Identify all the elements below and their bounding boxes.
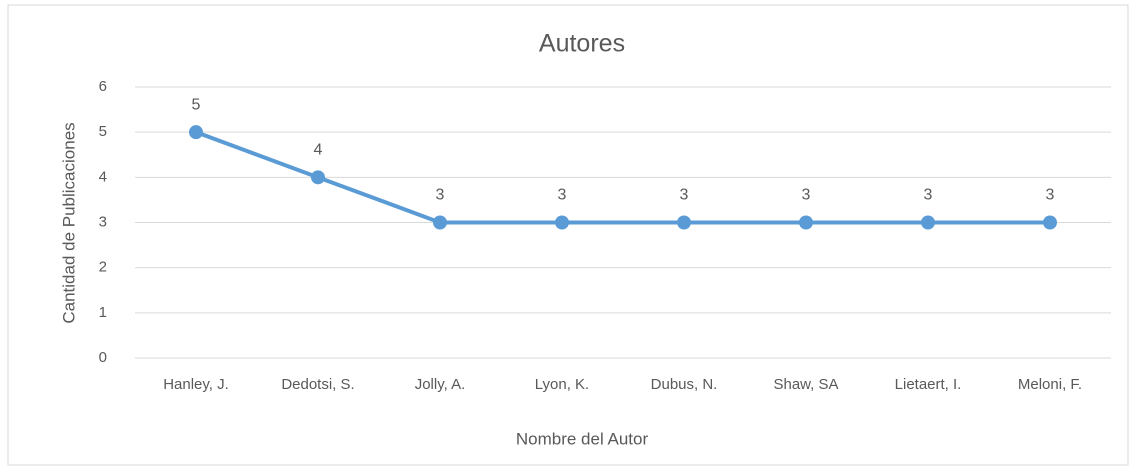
x-tick-label: Dubus, N. [651,376,718,393]
y-tick-label: 2 [99,259,107,276]
marker [433,215,447,230]
data-label: 3 [924,187,933,204]
data-label: 3 [558,187,567,204]
x-tick-label: Dedotsi, S. [281,376,354,393]
y-tick-label: 1 [99,304,107,321]
x-tick-label: Lyon, K. [535,376,589,393]
y-tick-label: 3 [99,213,107,230]
chart-title: Autores [539,30,625,58]
marker [921,215,935,230]
x-axis-label: Nombre del Autor [516,429,649,448]
data-label: 3 [680,187,689,204]
y-tick-label: 0 [99,349,107,366]
y-tick-label: 5 [99,123,107,140]
data-label: 5 [192,96,201,113]
data-label: 3 [1046,187,1055,204]
marker [1043,215,1057,230]
marker [189,125,203,140]
y-axis-label: Cantidad de Publicaciones [59,122,78,323]
marker [677,215,691,230]
marker [555,215,569,230]
data-label: 3 [802,187,811,204]
x-tick-label: Hanley, J. [163,376,229,393]
data-label: 4 [314,142,323,159]
chart-frame [7,4,1129,466]
y-tick-label: 6 [99,78,107,95]
x-tick-label: Shaw, SA [773,376,838,393]
line [195,130,1050,225]
marker [311,170,325,185]
marker [799,215,813,230]
x-tick-label: Meloni, F. [1018,376,1082,393]
data-label: 3 [436,187,445,204]
y-tick-label: 4 [99,168,107,185]
x-tick-label: Jolly, A. [415,376,466,393]
x-tick-label: Lietaert, I. [895,376,962,393]
